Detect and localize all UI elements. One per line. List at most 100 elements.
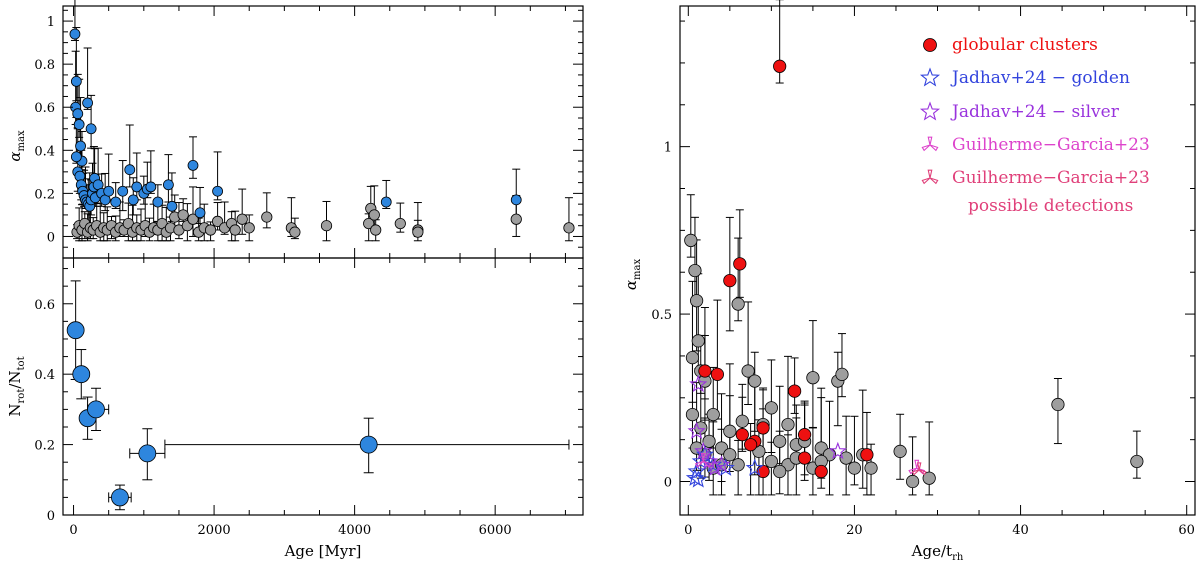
legend-marker-tristar (921, 169, 939, 185)
blue-data-point (70, 151, 82, 163)
blue-data-point (70, 75, 82, 87)
silver-star-point (712, 455, 731, 473)
gray-data-point (764, 454, 778, 469)
gray-data-point (563, 222, 575, 234)
gray-data-point (177, 209, 189, 221)
y-axis-label: αmax (622, 259, 643, 291)
gray-data-point (735, 414, 749, 428)
blue-data-point (212, 185, 223, 197)
globular-cluster-point (797, 451, 812, 465)
y-tick-label: 0.6 (34, 298, 55, 313)
gray-data-point (864, 461, 878, 475)
y-tick-label: 0 (664, 476, 672, 491)
globular-cluster-point (735, 428, 749, 442)
gray-data-point (922, 471, 936, 485)
gray-data-point (691, 334, 705, 348)
blue-data-point (73, 119, 85, 130)
gray-data-point (1130, 454, 1144, 469)
legend-label: Jadhav+24 − golden (950, 68, 1130, 88)
silver-star-point (828, 441, 847, 460)
legend-marker-star (919, 101, 941, 121)
gray-data-point (905, 474, 920, 489)
gray-data-point (236, 213, 248, 225)
guilherme-possible-point (911, 462, 927, 476)
rotation-fraction-point (138, 444, 157, 463)
gray-data-point (748, 374, 762, 388)
globular-cluster-point (756, 421, 770, 435)
globular-cluster-point (710, 367, 724, 381)
blue-data-point (124, 164, 136, 176)
rotation-fraction-point (359, 435, 378, 454)
globular-cluster-point (797, 428, 812, 442)
y-axis-label: Nrot/Ntot (6, 356, 27, 416)
gray-data-point (723, 448, 737, 462)
gray-data-point (731, 297, 745, 311)
x-tick-label: 2000 (198, 523, 231, 538)
gray-data-point (684, 233, 698, 248)
gray-data-point (847, 461, 862, 475)
gray-data-point (370, 224, 382, 236)
silver-star-point (689, 374, 708, 393)
blue-data-point (187, 159, 199, 171)
blue-data-point (127, 194, 139, 206)
gray-data-point (320, 220, 333, 232)
gray-data-point (243, 222, 255, 234)
gray-data-point (187, 213, 199, 225)
blue-data-point (510, 194, 522, 206)
blue-data-point (82, 97, 93, 109)
golden-star-point (689, 470, 708, 488)
globular-cluster-point (733, 257, 747, 271)
y-tick-label: 0.2 (34, 187, 55, 202)
golden-star-point (745, 458, 764, 476)
blue-data-point (166, 200, 178, 212)
blue-data-point (103, 185, 115, 197)
y-tick-label: 0 (47, 509, 55, 524)
gray-data-point (835, 367, 849, 381)
gray-data-point (229, 224, 241, 236)
gray-data-point (510, 213, 522, 225)
rotation-fraction-point (87, 400, 105, 419)
globular-cluster-point (698, 364, 712, 378)
guilherme-point (694, 453, 712, 468)
globular-cluster-point (744, 438, 758, 452)
gray-data-point (394, 217, 406, 230)
gray-data-point (731, 458, 745, 472)
gray-data-point (781, 417, 795, 432)
legend-label: Guilherme−Garcia+23 (952, 135, 1150, 155)
gray-data-point (261, 211, 273, 223)
blue-data-point (194, 207, 206, 219)
blue-data-point (72, 108, 84, 120)
y-tick-label: 0.5 (651, 308, 672, 323)
rotation-fraction-point (72, 365, 91, 384)
gray-data-point (211, 215, 224, 227)
gray-data-point (773, 464, 787, 479)
gray-data-point (688, 263, 702, 278)
gray-data-point (685, 351, 700, 365)
gray-data-point (363, 217, 375, 230)
x-tick-label: 40 (1012, 523, 1029, 538)
gray-data-point (685, 407, 700, 422)
gray-data-point (723, 424, 737, 438)
gray-data-point (690, 441, 704, 455)
blue-data-point (117, 185, 129, 197)
globular-cluster-point (788, 384, 802, 398)
y-tick-label: 1 (47, 15, 55, 30)
panel-bottom-left-frame (62, 257, 584, 516)
gray-data-point (741, 364, 755, 378)
blue-data-point (110, 196, 122, 208)
gray-data-point (1051, 397, 1065, 412)
gray-data-point (289, 226, 301, 238)
gray-data-point (204, 224, 217, 236)
legend-label: possible detections (968, 196, 1133, 216)
x-tick-label: 4000 (338, 523, 371, 538)
silver-star-point (694, 441, 713, 460)
gray-data-point (764, 401, 778, 415)
rotation-fraction-point (66, 321, 85, 340)
blue-data-point (145, 181, 157, 193)
x-axis-label: Age [Myr] (284, 542, 362, 560)
gray-data-point (839, 451, 853, 465)
blue-data-point (380, 196, 392, 208)
gray-data-point (773, 434, 787, 448)
blue-data-point (85, 123, 97, 135)
gray-data-point (806, 371, 820, 385)
